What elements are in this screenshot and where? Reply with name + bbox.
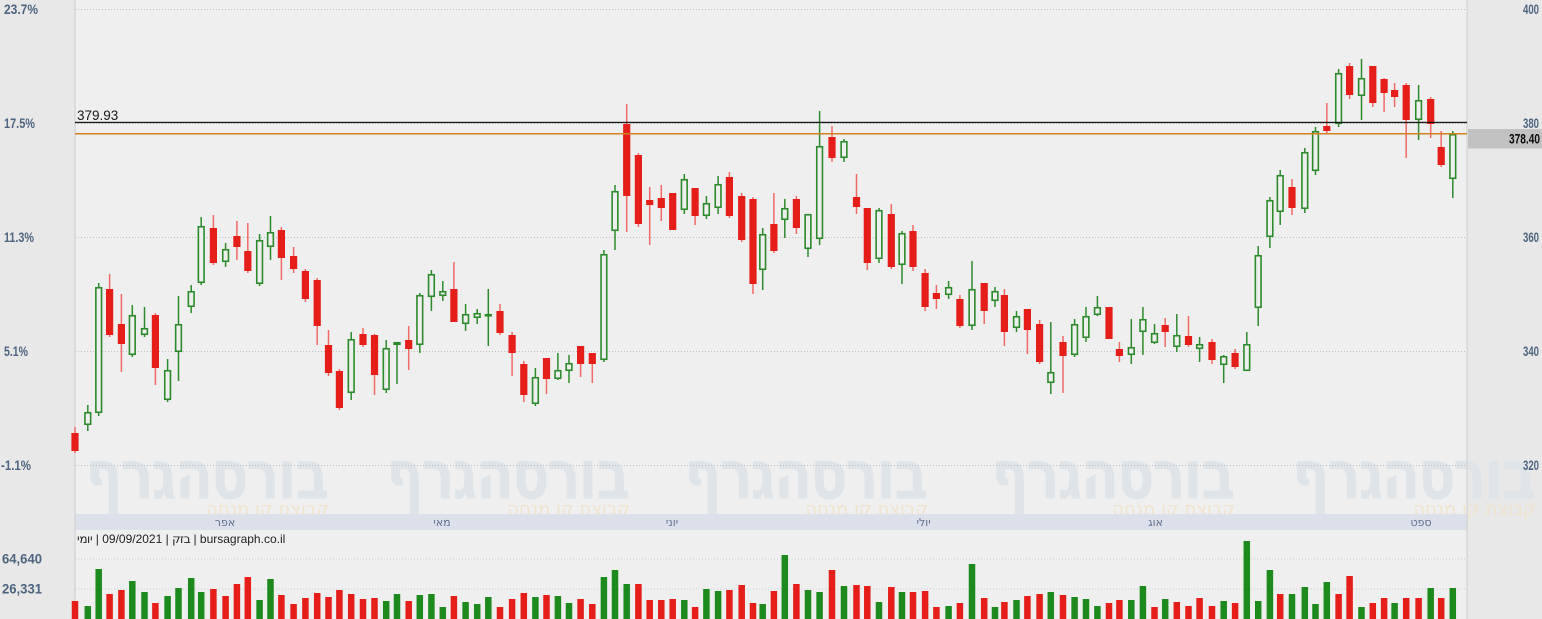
- svg-text:17.5%: 17.5%: [4, 116, 35, 131]
- svg-text:360: 360: [1523, 230, 1539, 245]
- svg-text:-1.1%: -1.1%: [1, 458, 31, 473]
- svg-text:| bursagraph.co.il: | bursagraph.co.il: [190, 532, 285, 546]
- svg-text:320: 320: [1523, 458, 1539, 473]
- svg-text:378.40: 378.40: [1509, 132, 1540, 147]
- svg-text:340: 340: [1523, 344, 1539, 359]
- svg-text:5.1%: 5.1%: [4, 344, 28, 359]
- svg-text:380: 380: [1523, 116, 1539, 131]
- svg-text:| 09/09/2021 |: | 09/09/2021 |: [92, 532, 172, 546]
- svg-text:11.3%: 11.3%: [4, 230, 34, 245]
- svg-text:26,331: 26,331: [2, 582, 42, 597]
- svg-text:64,640: 64,640: [2, 552, 42, 567]
- svg-text:23.7%: 23.7%: [4, 2, 38, 17]
- svg-text:400: 400: [1523, 2, 1539, 17]
- svg-text:379.93: 379.93: [77, 108, 118, 123]
